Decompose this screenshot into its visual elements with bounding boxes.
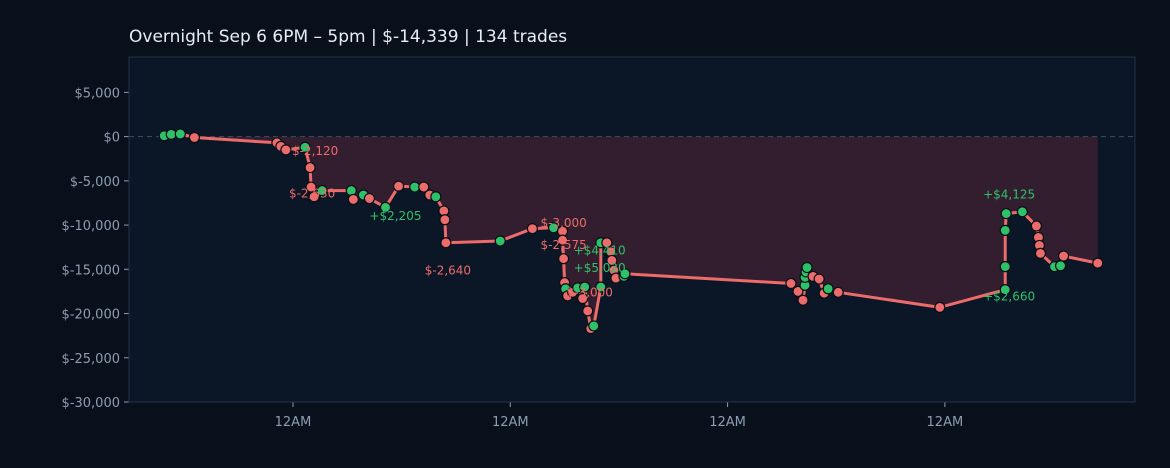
chart-title: Overnight Sep 6 6PM – 5pm | $-14,339 | 1… bbox=[129, 27, 567, 47]
trade-point-loss bbox=[1030, 220, 1043, 232]
trade-point-loss bbox=[363, 192, 376, 205]
trade-point-loss bbox=[1092, 257, 1104, 269]
trade-point-loss bbox=[305, 181, 317, 193]
plot-frame bbox=[128, 56, 1136, 403]
trade-annotation: $-3,000 bbox=[567, 286, 613, 300]
trade-point-loss bbox=[556, 234, 569, 246]
y-tick-label: $-20,000 bbox=[62, 308, 120, 323]
trade-annotation: $-2,120 bbox=[292, 144, 338, 158]
trade-annotation: $-3,000 bbox=[540, 216, 586, 230]
trade-point-loss bbox=[792, 285, 804, 298]
trade-point-loss bbox=[797, 294, 809, 306]
trade-point-win bbox=[999, 224, 1011, 236]
trade-point-win bbox=[1016, 206, 1028, 218]
x-tick-label: 12AM bbox=[709, 415, 746, 430]
trade-point-win bbox=[430, 191, 442, 203]
trade-point-loss bbox=[1057, 250, 1070, 262]
trade-point-win bbox=[494, 235, 506, 247]
trade-point-win bbox=[619, 268, 631, 280]
x-tick-label: 12AM bbox=[927, 415, 964, 430]
trade-point-loss bbox=[347, 193, 359, 206]
y-tick-label: $-25,000 bbox=[62, 352, 120, 367]
y-tick-label: $0 bbox=[103, 131, 120, 146]
trade-point-win bbox=[999, 284, 1011, 296]
trade-point-loss bbox=[832, 286, 844, 298]
trade-point-loss bbox=[440, 237, 452, 249]
trade-point-win bbox=[579, 281, 591, 293]
trade-point-win bbox=[316, 184, 328, 197]
trade-annotation: $-2,640 bbox=[425, 264, 471, 278]
trade-point-loss bbox=[813, 273, 825, 285]
trade-point-loss bbox=[304, 161, 316, 174]
trade-point-win bbox=[588, 320, 600, 332]
trade-point-loss bbox=[557, 253, 570, 265]
trade-point-loss bbox=[280, 144, 292, 156]
trade-annotation: $-2,575 bbox=[540, 238, 586, 252]
trade-point-loss bbox=[934, 301, 946, 313]
trade-point-loss bbox=[577, 292, 589, 305]
trade-point-loss bbox=[785, 277, 797, 290]
trade-points-layer bbox=[158, 128, 1104, 335]
y-tick-label: $-30,000 bbox=[62, 396, 120, 411]
x-tick-label: 12AM bbox=[492, 415, 529, 430]
trade-annotation: +$4,125 bbox=[983, 188, 1035, 202]
trade-annotation: +$2,205 bbox=[369, 209, 421, 223]
trade-point-win bbox=[999, 261, 1011, 273]
x-tick-label: 12AM bbox=[275, 415, 312, 430]
y-tick-label: $5,000 bbox=[75, 86, 121, 101]
trade-annotation: +$4,410 bbox=[574, 243, 626, 257]
trade-point-win bbox=[1054, 260, 1067, 272]
trade-point-loss bbox=[526, 223, 539, 235]
trade-annotation: +$5,020 bbox=[574, 261, 626, 275]
trade-point-loss bbox=[308, 191, 320, 203]
trade-point-win bbox=[299, 141, 311, 153]
trade-point-win bbox=[174, 128, 186, 140]
trade-point-loss bbox=[418, 181, 430, 193]
trade-point-loss bbox=[582, 305, 594, 317]
trade-annotation: +$2,660 bbox=[983, 289, 1035, 303]
trade-point-win bbox=[595, 281, 607, 293]
trade-point-win bbox=[822, 283, 834, 295]
y-tick-label: $-5,000 bbox=[70, 175, 120, 190]
trade-point-loss bbox=[439, 214, 451, 226]
trade-point-win bbox=[801, 261, 813, 274]
trade-point-loss bbox=[188, 131, 200, 144]
trade-point-loss bbox=[393, 180, 405, 192]
y-axis: $5,000 $0 $-5,000 $-10,000 $-15,000 $-20,000 $… bbox=[62, 86, 129, 411]
annotations-layer: $-2,120 $-2,630 +$2,205 $-2,640 $-3,000 $-2,5… bbox=[289, 144, 1035, 303]
trade-point-loss bbox=[1034, 247, 1047, 259]
y-tick-label: $-10,000 bbox=[62, 219, 120, 234]
trade-annotation: $-2,630 bbox=[289, 187, 335, 201]
trade-point-win bbox=[379, 201, 392, 213]
x-axis: 12AM 12AM 12AM 12AM bbox=[275, 402, 964, 430]
y-tick-label: $-15,000 bbox=[62, 263, 120, 278]
trade-point-win bbox=[1000, 207, 1012, 220]
